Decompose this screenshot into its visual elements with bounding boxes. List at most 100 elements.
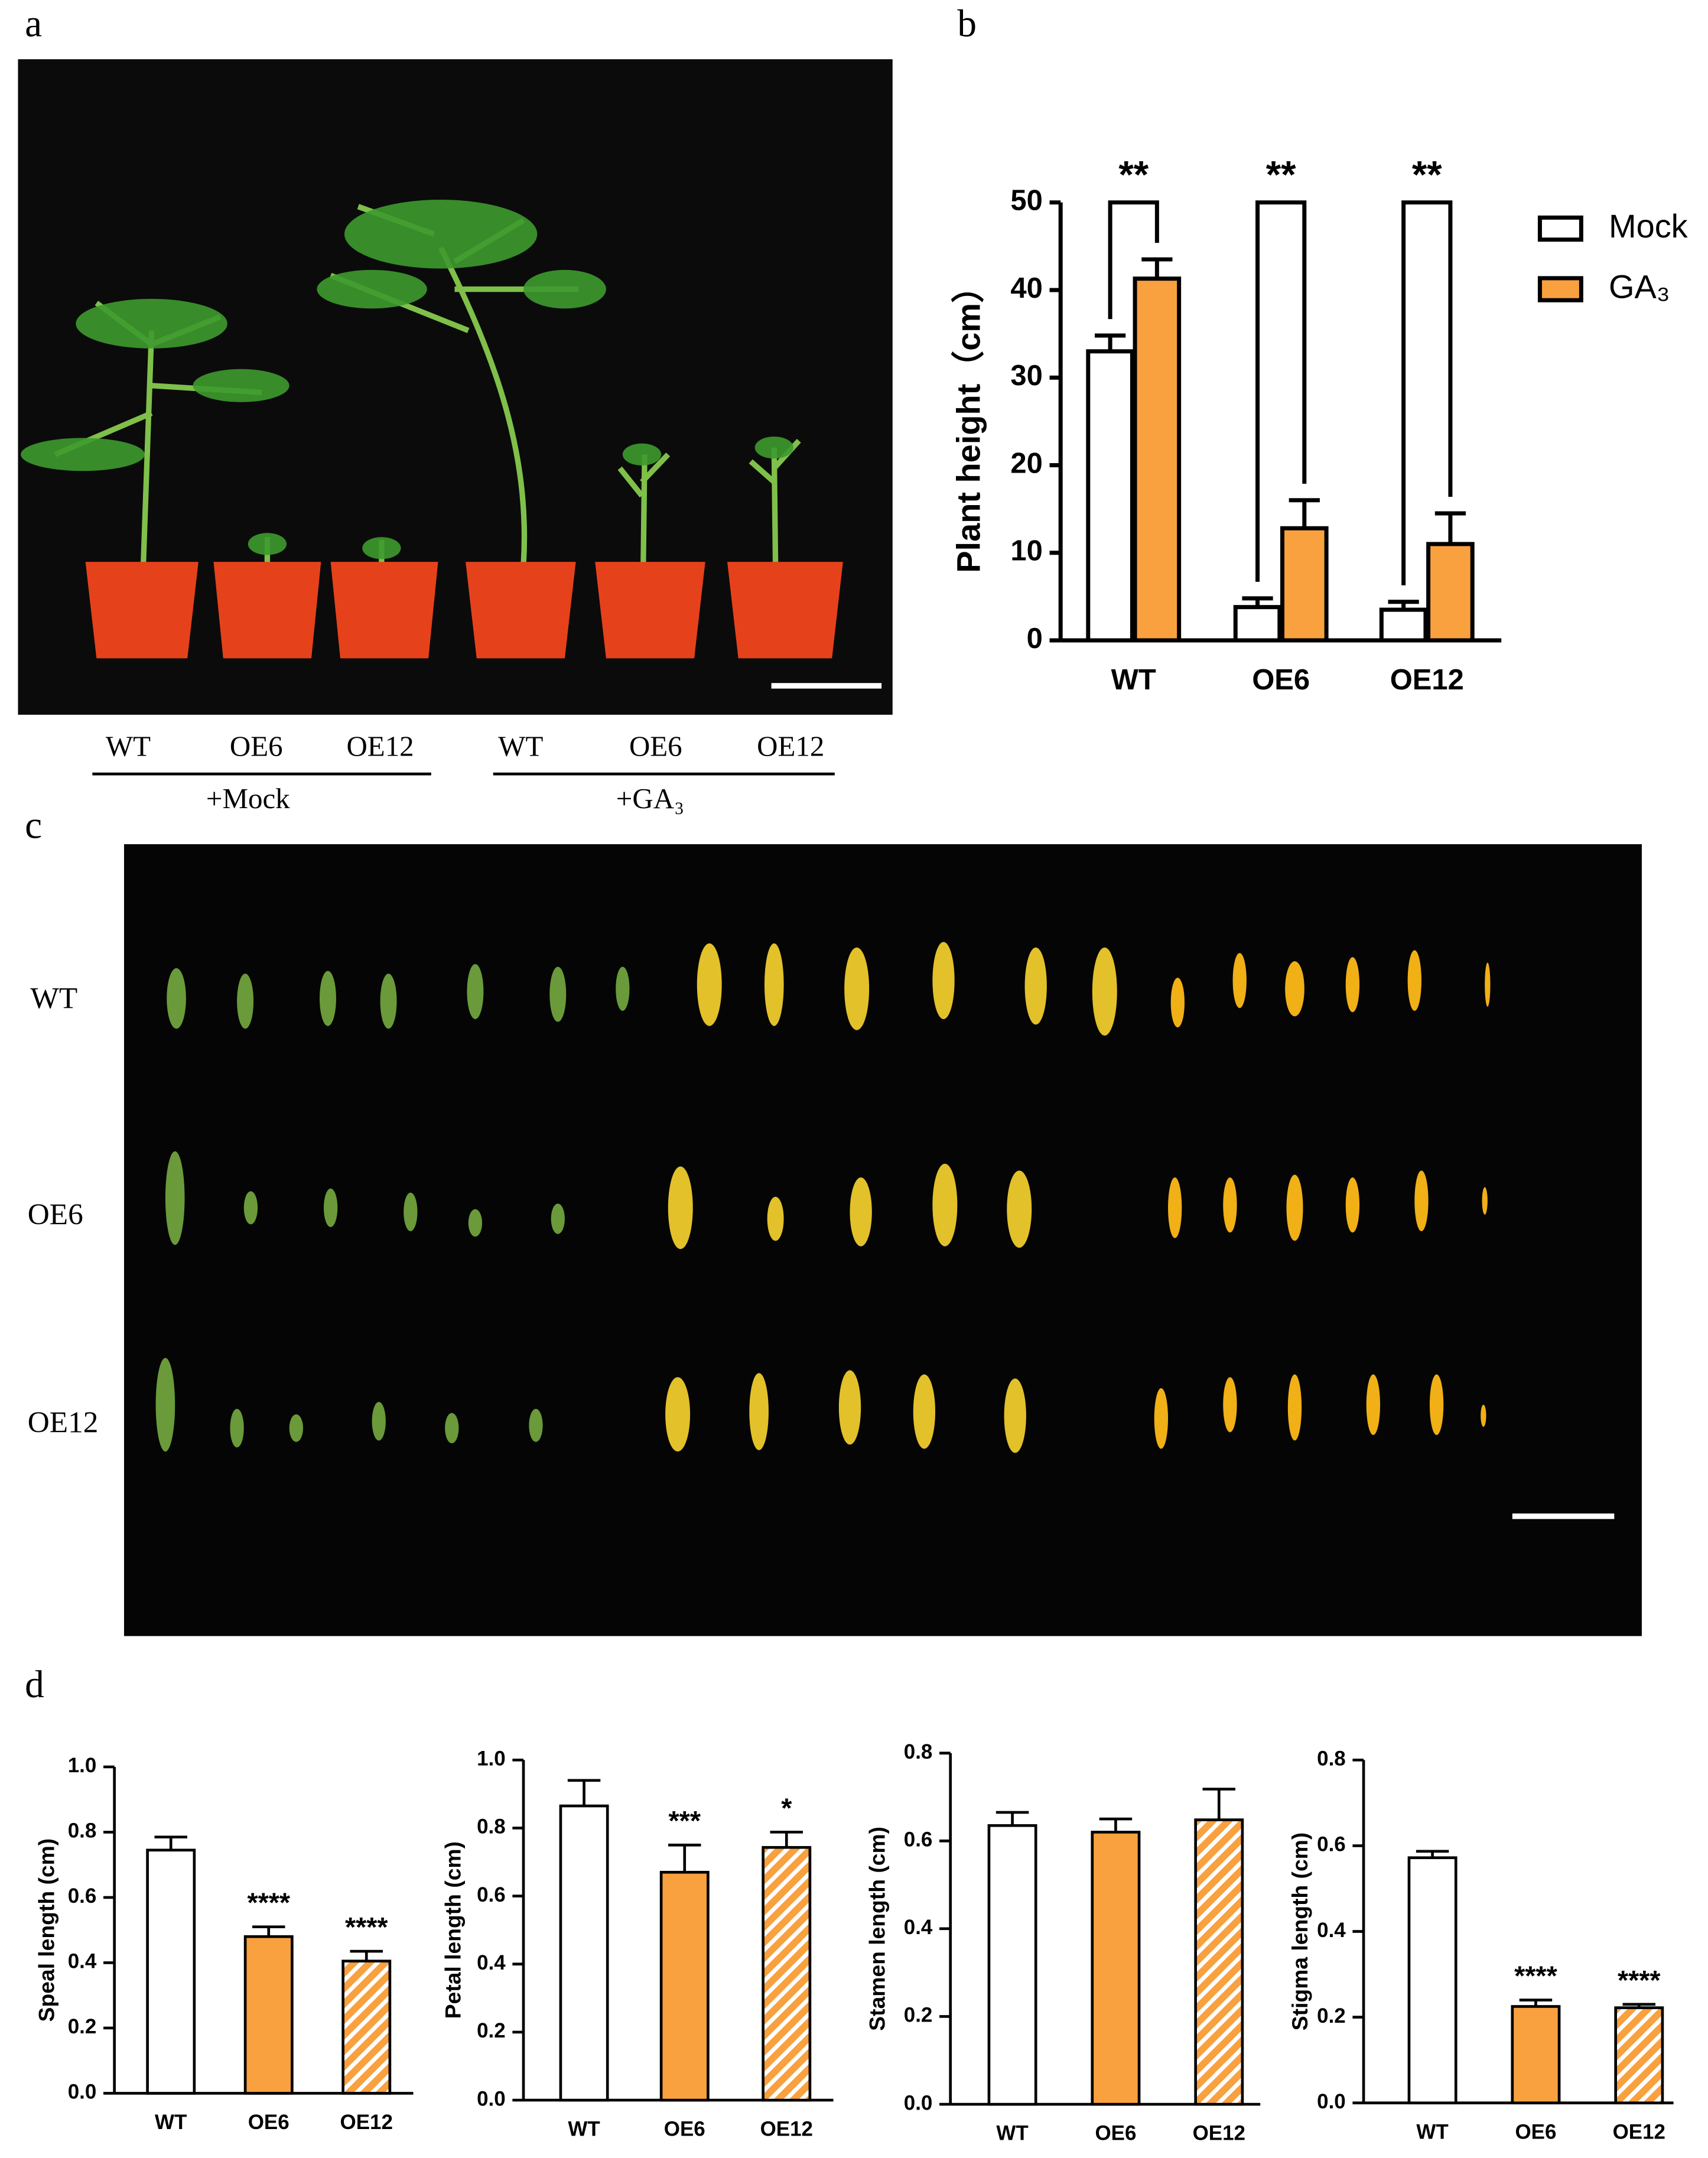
y-tick-label: 20: [1010, 447, 1042, 479]
x-tick-label: OE6: [1095, 2122, 1136, 2145]
bar: [1511, 2005, 1561, 2105]
y-tick-label: 0: [1027, 623, 1043, 655]
bar: [1426, 542, 1475, 643]
plant-label: OE6: [230, 730, 283, 762]
bar: [987, 1824, 1037, 2106]
significance-label: *: [781, 1792, 792, 1823]
y-tick-label: 0.8: [68, 1820, 97, 1843]
y-tick-label: 0.0: [68, 2081, 97, 2104]
y-tick-label: 0.2: [68, 2015, 97, 2038]
y-tick-label: 0.4: [68, 1950, 97, 1973]
plant-label: WT: [106, 730, 151, 762]
x-tick-label: WT: [1416, 2120, 1448, 2143]
plant-label: OE6: [629, 730, 682, 762]
bar: [1233, 605, 1282, 643]
y-axis-label: Stigma length (cm): [1287, 1832, 1312, 2031]
bar: [762, 1845, 812, 2102]
y-tick-label: 0.6: [904, 1828, 933, 1851]
bar: [659, 1870, 710, 2102]
y-axis-label: Speal length (cm): [34, 1838, 59, 2022]
bar: [341, 1960, 392, 2095]
x-tick-label: WT: [155, 2111, 187, 2134]
y-tick-label: 0.6: [477, 1883, 506, 1906]
bar: [146, 1848, 196, 2095]
plant-label: WT: [498, 730, 543, 762]
x-tick-label: OE12: [1613, 2120, 1665, 2143]
y-tick-label: 0.6: [1317, 1833, 1346, 1856]
bar: [1086, 349, 1134, 643]
significance-label: **: [1118, 153, 1149, 196]
y-tick-label: 0.2: [477, 2019, 506, 2042]
group-label: +GA₃: [616, 782, 684, 815]
row-label: OE6: [28, 1198, 83, 1232]
row-label: OE12: [28, 1406, 99, 1440]
y-tick-label: 1.0: [68, 1754, 97, 1777]
y-tick-label: 30: [1010, 360, 1042, 392]
bar: [1614, 2006, 1664, 2105]
significance-label: ***: [669, 1805, 701, 1836]
y-tick-label: 0.4: [477, 1951, 506, 1974]
y-tick-label: 0.2: [1317, 2004, 1346, 2027]
x-tick-label: OE12: [340, 2111, 393, 2134]
bar: [1091, 1831, 1141, 2106]
significance-label: ****: [1618, 1965, 1661, 1996]
significance-label: **: [1412, 153, 1442, 196]
y-tick-label: 50: [1010, 185, 1042, 217]
plant-label: OE12: [346, 730, 414, 762]
x-tick-label: WT: [1111, 664, 1156, 696]
y-tick-label: 1.0: [477, 1747, 506, 1770]
photo-c: [123, 844, 1642, 1636]
y-tick-label: 0.4: [1317, 1919, 1346, 1942]
bar: [1280, 526, 1329, 643]
y-tick-label: 0.8: [1317, 1747, 1346, 1770]
x-tick-label: OE12: [1390, 664, 1464, 696]
significance-bracket: [1108, 200, 1159, 320]
bar: [1194, 1818, 1244, 2106]
x-tick-label: OE6: [1252, 664, 1310, 696]
panel-label: a: [25, 3, 42, 45]
y-axis-label: Petal length (cm): [440, 1841, 465, 2019]
y-axis-label: Stamen length (cm): [864, 1827, 889, 2031]
x-tick-label: OE6: [1515, 2120, 1556, 2143]
bar: [1407, 1856, 1458, 2105]
x-tick-label: OE12: [760, 2118, 813, 2141]
y-tick-label: 0.2: [904, 2004, 933, 2027]
x-tick-label: OE12: [1193, 2122, 1245, 2145]
significance-label: ****: [247, 1887, 290, 1918]
y-tick-label: 0.0: [477, 2087, 506, 2110]
x-tick-label: OE6: [664, 2118, 705, 2141]
legend-label: Mock: [1609, 207, 1689, 245]
panel-label: d: [25, 1664, 44, 1706]
y-tick-label: 0.6: [68, 1884, 97, 1908]
panel-label: b: [957, 3, 977, 45]
bar: [243, 1935, 294, 2095]
legend-swatch: [1537, 215, 1583, 242]
y-tick-label: 0.8: [477, 1815, 506, 1838]
x-tick-label: WT: [568, 2118, 600, 2141]
bar: [1133, 276, 1182, 643]
bar: [559, 1804, 609, 2102]
significance-label: ****: [345, 1912, 388, 1942]
group-label: +Mock: [206, 782, 290, 815]
y-tick-label: 10: [1010, 535, 1042, 567]
significance-label: **: [1266, 153, 1296, 196]
y-tick-label: 40: [1010, 272, 1042, 304]
significance-bracket: [1255, 200, 1307, 582]
y-tick-label: 0.4: [904, 1916, 933, 1939]
y-axis-label: Plant height（cm）: [949, 270, 987, 573]
y-tick-label: 0.0: [1317, 2090, 1346, 2113]
significance-label: ****: [1514, 1961, 1557, 1991]
photo-a: [18, 59, 893, 715]
y-tick-label: 0.8: [904, 1740, 933, 1763]
plant-label: OE12: [757, 730, 824, 762]
bar: [1379, 607, 1428, 643]
panel-label: c: [25, 804, 42, 847]
x-tick-label: OE6: [248, 2111, 289, 2134]
row-label: WT: [30, 982, 77, 1015]
x-tick-label: WT: [996, 2122, 1028, 2145]
legend-label: GA₃: [1609, 268, 1670, 305]
y-tick-label: 0.0: [904, 2091, 933, 2114]
significance-bracket: [1401, 200, 1453, 585]
